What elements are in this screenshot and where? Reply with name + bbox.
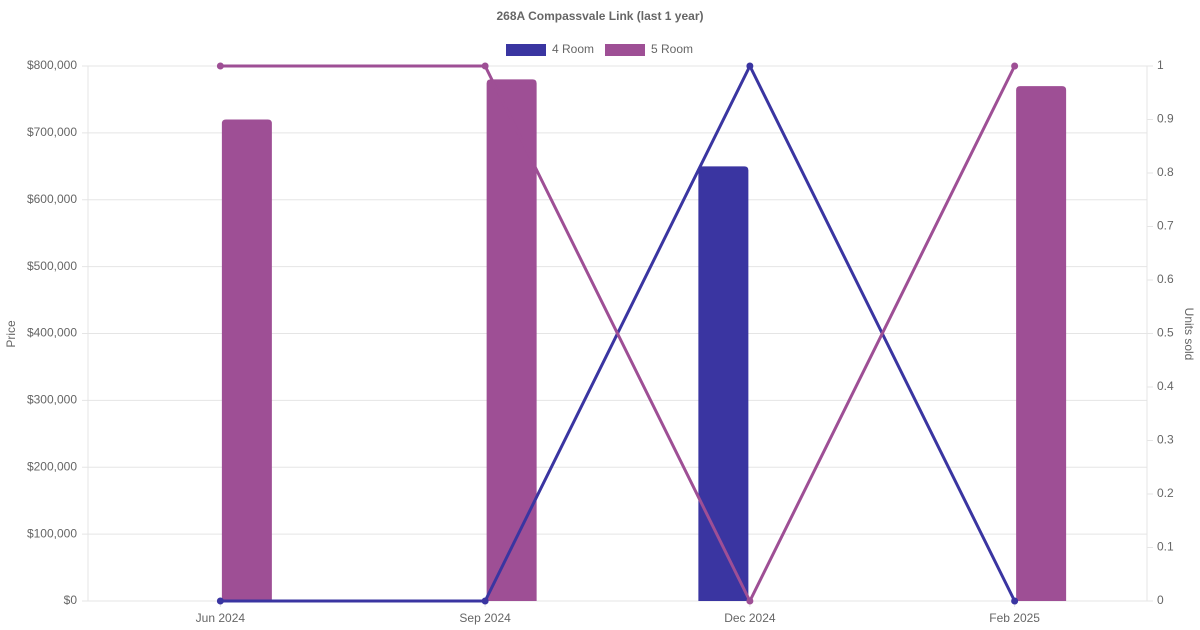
y-tick-label: $300,000 <box>27 393 77 407</box>
y2-tick-label: 1 <box>1157 58 1164 72</box>
y2-tick-label: 0.5 <box>1157 326 1174 340</box>
bar <box>486 79 537 601</box>
y2-tick-label: 0.1 <box>1157 540 1174 554</box>
y2-tick-label: 0.3 <box>1157 433 1174 447</box>
point <box>481 62 489 70</box>
y2-axis-title: Units sold <box>1182 308 1196 361</box>
legend-swatch <box>605 44 645 56</box>
y2-tick-label: 0.4 <box>1157 379 1174 393</box>
y2-tick-label: 0.7 <box>1157 219 1174 233</box>
y-tick-label: $600,000 <box>27 192 77 206</box>
y-tick-label: $0 <box>64 593 78 607</box>
y2-tick-label: 0 <box>1157 593 1164 607</box>
y2-tick-label: 0.8 <box>1157 165 1174 179</box>
y-axis-title: Price <box>4 320 18 348</box>
point <box>216 597 224 605</box>
y-tick-label: $400,000 <box>27 326 77 340</box>
bar <box>221 119 272 601</box>
x-tick-label: Sep 2024 <box>459 611 511 625</box>
point <box>481 597 489 605</box>
legend-label: 4 Room <box>552 42 594 56</box>
x-tick-label: Feb 2025 <box>989 611 1040 625</box>
point <box>216 62 224 70</box>
point <box>746 62 754 70</box>
point <box>1011 597 1019 605</box>
bar <box>698 166 749 601</box>
y2-tick-label: 0.9 <box>1157 112 1174 126</box>
y-tick-label: $100,000 <box>27 526 77 540</box>
line <box>220 64 1016 605</box>
point <box>746 597 754 605</box>
y-tick-label: $500,000 <box>27 259 77 273</box>
x-tick-label: Dec 2024 <box>724 611 776 625</box>
y-tick-label: $200,000 <box>27 459 77 473</box>
y2-tick-label: 0.6 <box>1157 272 1174 286</box>
y2-tick-label: 0.2 <box>1157 486 1174 500</box>
point <box>1011 62 1019 70</box>
legend-label: 5 Room <box>651 42 693 56</box>
y-tick-label: $700,000 <box>27 125 77 139</box>
x-tick-label: Jun 2024 <box>196 611 246 625</box>
bar <box>1016 86 1067 601</box>
legend-swatch <box>506 44 546 56</box>
y-tick-label: $800,000 <box>27 58 77 72</box>
chart-title: 268A Compassvale Link (last 1 year) <box>497 9 704 23</box>
